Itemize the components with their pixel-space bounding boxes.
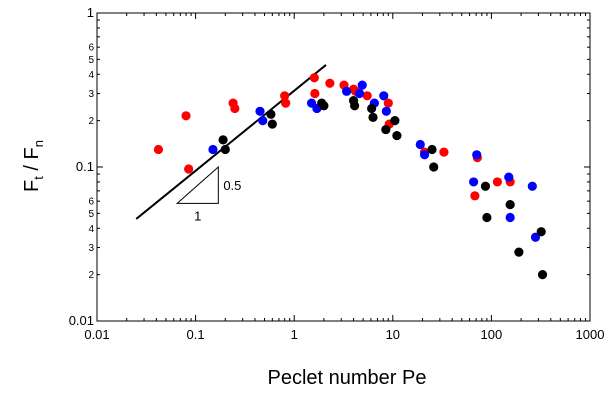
y-axis-title-f: F <box>21 180 43 192</box>
y-tick-label: 0.1 <box>76 159 94 174</box>
data-point <box>472 150 482 160</box>
y-minor-tick-label: 6 <box>88 197 94 208</box>
data-point <box>354 88 365 99</box>
data-point <box>368 112 378 122</box>
data-point <box>383 98 393 108</box>
data-point <box>419 150 430 160</box>
data-point <box>310 88 320 99</box>
y-minor-tick-label: 3 <box>88 89 94 100</box>
y-minor-tick-label: 4 <box>88 224 94 235</box>
x-tick-label: 1 <box>291 327 298 342</box>
y-minor-tick-label: 4 <box>88 70 94 81</box>
data-point <box>325 78 335 88</box>
fit-line-group <box>135 64 327 220</box>
data-point <box>536 227 546 237</box>
data-point <box>220 144 230 155</box>
x-tick-label: 100 <box>481 327 503 342</box>
data-point <box>505 212 515 223</box>
y-tick-label: 0.01 <box>69 313 94 328</box>
data-point <box>439 147 449 157</box>
data-point <box>505 199 515 210</box>
slope-triangle-rise-label: 0.5 <box>223 178 241 193</box>
data-point <box>184 164 194 174</box>
x-tick-label: 0.01 <box>84 327 109 342</box>
x-tick-label: 0.1 <box>187 327 205 342</box>
x-tick-label: 10 <box>386 327 400 342</box>
plot-frame-group <box>96 12 591 322</box>
data-point <box>319 101 329 111</box>
data-point <box>218 135 228 145</box>
data-point <box>392 130 402 141</box>
y-minor-tick-label: 2 <box>88 116 94 127</box>
data-point <box>415 139 425 150</box>
data-point <box>381 106 391 116</box>
data-point <box>530 232 541 242</box>
ticks-group <box>96 12 591 322</box>
y-axis-title-n-sub: n <box>31 140 46 147</box>
data-point <box>357 80 367 90</box>
data-point <box>527 181 537 191</box>
data-points-group <box>153 73 548 280</box>
slope-triangle <box>175 165 219 204</box>
data-point <box>255 106 265 116</box>
y-minor-tick-label: 2 <box>88 270 94 281</box>
data-point <box>362 91 372 101</box>
data-point <box>482 212 492 223</box>
y-minor-tick-label: 5 <box>88 209 94 220</box>
data-point <box>390 116 400 126</box>
data-point <box>514 247 524 257</box>
data-point <box>367 103 377 114</box>
data-point <box>153 144 164 155</box>
data-point <box>379 91 389 101</box>
data-point <box>480 181 491 191</box>
data-point <box>427 144 437 155</box>
x-axis-title: Peclet number Pe <box>268 367 427 389</box>
data-point <box>429 162 439 172</box>
data-point <box>381 124 391 135</box>
slope-triangle-run-label: 1 <box>194 208 201 223</box>
y-axis-title-t-sub: t <box>31 176 46 180</box>
y-minor-tick-label: 3 <box>88 243 94 254</box>
data-point <box>537 270 548 280</box>
data-point <box>181 111 191 121</box>
data-point <box>470 191 480 201</box>
data-point <box>281 98 291 108</box>
data-point <box>230 103 240 114</box>
data-point <box>208 144 218 155</box>
data-point <box>469 177 479 187</box>
data-point <box>492 177 502 187</box>
data-point <box>309 73 319 83</box>
data-point <box>342 86 352 96</box>
y-axis-title-separator: / <box>21 159 43 176</box>
data-point <box>504 172 514 182</box>
data-point <box>258 116 268 126</box>
data-point <box>280 91 290 101</box>
fit-line <box>135 64 327 220</box>
y-tick-label: 1 <box>87 5 94 20</box>
data-point <box>267 119 277 129</box>
slope-triangle-group: 0.51 <box>175 165 241 223</box>
y-minor-tick-label: 5 <box>88 55 94 66</box>
y-axis-title: Ft / Fn <box>21 140 46 192</box>
x-tick-label: 1000 <box>576 327 605 342</box>
data-point <box>350 101 360 111</box>
data-point <box>266 109 276 119</box>
y-minor-tick-label: 6 <box>88 43 94 54</box>
plot-frame <box>96 12 591 322</box>
y-axis-title-fn: F <box>21 147 43 159</box>
